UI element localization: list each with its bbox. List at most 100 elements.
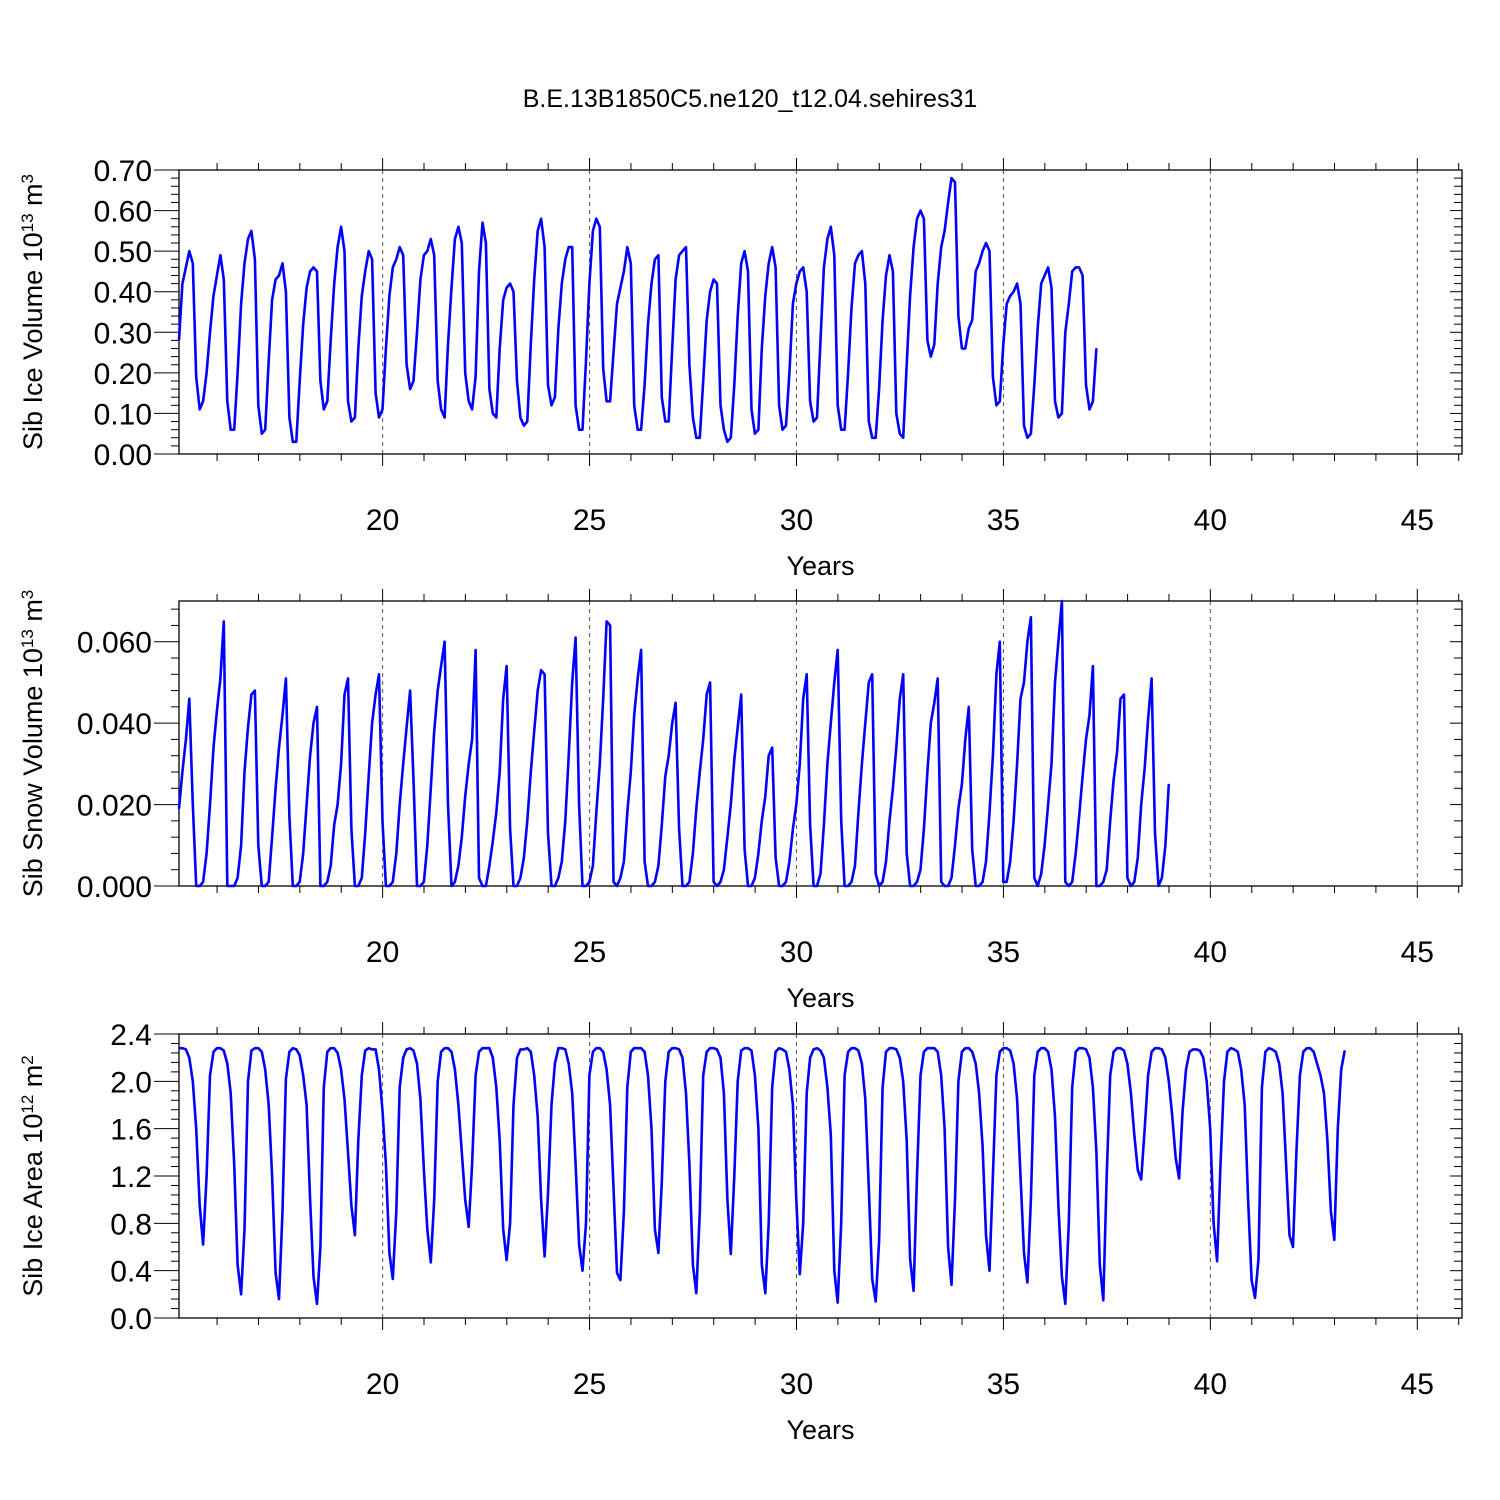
data-point xyxy=(699,771,701,773)
data-point xyxy=(547,384,549,386)
data-point xyxy=(664,1080,666,1082)
data-point xyxy=(778,1047,780,1049)
data-point xyxy=(568,1063,570,1065)
plot-frame xyxy=(178,169,1463,455)
data-point xyxy=(892,787,894,789)
data-point xyxy=(695,437,697,439)
data-point xyxy=(378,416,380,419)
data-point xyxy=(385,347,387,350)
data-point xyxy=(657,865,660,867)
data-point xyxy=(685,885,687,887)
data-point xyxy=(661,824,663,826)
data-point xyxy=(888,820,891,822)
data-point xyxy=(688,881,691,883)
data-point xyxy=(492,840,494,842)
data-point xyxy=(447,804,449,806)
data-point xyxy=(333,283,335,285)
data-point xyxy=(919,210,922,212)
data-point xyxy=(461,836,463,838)
data-point xyxy=(275,1272,277,1274)
data-point xyxy=(1006,1047,1008,1049)
x-tick-label: 25 xyxy=(573,936,606,969)
data-point xyxy=(537,690,539,692)
y-axis-title: Sib Snow Volume 1013 m3 xyxy=(18,590,49,898)
data-point xyxy=(368,1047,370,1049)
data-point xyxy=(1071,270,1073,272)
data-point xyxy=(954,844,956,846)
data-point xyxy=(199,408,201,410)
data-point xyxy=(785,1051,787,1053)
data-point xyxy=(402,254,404,256)
data-point xyxy=(309,755,311,757)
data-point xyxy=(561,861,563,863)
data-point xyxy=(1306,1047,1308,1049)
data-point xyxy=(299,1054,301,1056)
data-point xyxy=(982,250,984,252)
data-point xyxy=(506,1259,508,1261)
data-point xyxy=(633,714,635,716)
data-point xyxy=(1157,1047,1160,1049)
data-point xyxy=(378,673,380,675)
data-point xyxy=(1175,1157,1177,1159)
data-point xyxy=(923,1051,925,1053)
y-tick-label: 0.000 xyxy=(77,871,152,904)
data-point xyxy=(688,364,691,366)
data-point xyxy=(906,852,908,855)
data-point xyxy=(399,1086,401,1088)
data-point xyxy=(268,1104,270,1106)
data-point xyxy=(1030,1199,1032,1201)
data-point xyxy=(230,429,232,431)
data-point xyxy=(882,1086,884,1088)
data-point xyxy=(1326,1139,1328,1142)
data-point xyxy=(209,331,211,333)
data-point xyxy=(957,315,960,317)
data-point xyxy=(661,396,663,398)
data-point xyxy=(892,270,894,272)
data-point xyxy=(547,832,549,834)
data-point xyxy=(323,885,325,887)
data-point xyxy=(1123,1050,1125,1052)
data-point xyxy=(854,865,856,867)
data-point xyxy=(395,1210,397,1213)
data-point xyxy=(878,388,880,390)
data-point xyxy=(178,808,180,810)
data-point xyxy=(247,238,249,240)
data-point xyxy=(850,307,853,309)
data-point xyxy=(933,702,935,704)
data-point xyxy=(199,885,201,887)
data-point xyxy=(750,885,753,887)
data-point xyxy=(257,404,259,406)
data-point xyxy=(433,254,435,256)
data-point xyxy=(595,218,597,220)
data-point xyxy=(1199,1050,1201,1052)
data-point xyxy=(354,416,356,419)
data-point xyxy=(209,1074,211,1076)
data-point xyxy=(509,283,511,285)
data-point xyxy=(1019,698,1022,700)
data-point xyxy=(278,1298,280,1300)
data-point xyxy=(1213,1222,1215,1224)
data-point xyxy=(350,420,352,423)
y-tick-label: 1.2 xyxy=(110,1161,152,1194)
y-tick-label: 0.4 xyxy=(110,1256,152,1289)
data-point xyxy=(816,885,818,887)
data-point xyxy=(1157,885,1160,887)
data-point xyxy=(519,877,522,879)
data-point xyxy=(337,804,339,806)
data-point xyxy=(347,677,349,680)
x-tick-label: 35 xyxy=(987,1368,1020,1401)
data-point xyxy=(206,852,208,855)
data-point xyxy=(1313,1051,1315,1053)
data-point xyxy=(785,425,787,427)
data-point xyxy=(864,722,866,724)
data-point xyxy=(661,1181,663,1183)
data-point xyxy=(1116,751,1118,753)
data-point xyxy=(561,283,563,285)
data-point xyxy=(281,262,284,264)
data-point xyxy=(1054,400,1056,402)
data-point xyxy=(492,1057,494,1059)
data-point xyxy=(706,319,708,321)
data-point xyxy=(675,1047,677,1049)
data-point xyxy=(699,437,701,439)
data-point xyxy=(1309,1047,1311,1049)
